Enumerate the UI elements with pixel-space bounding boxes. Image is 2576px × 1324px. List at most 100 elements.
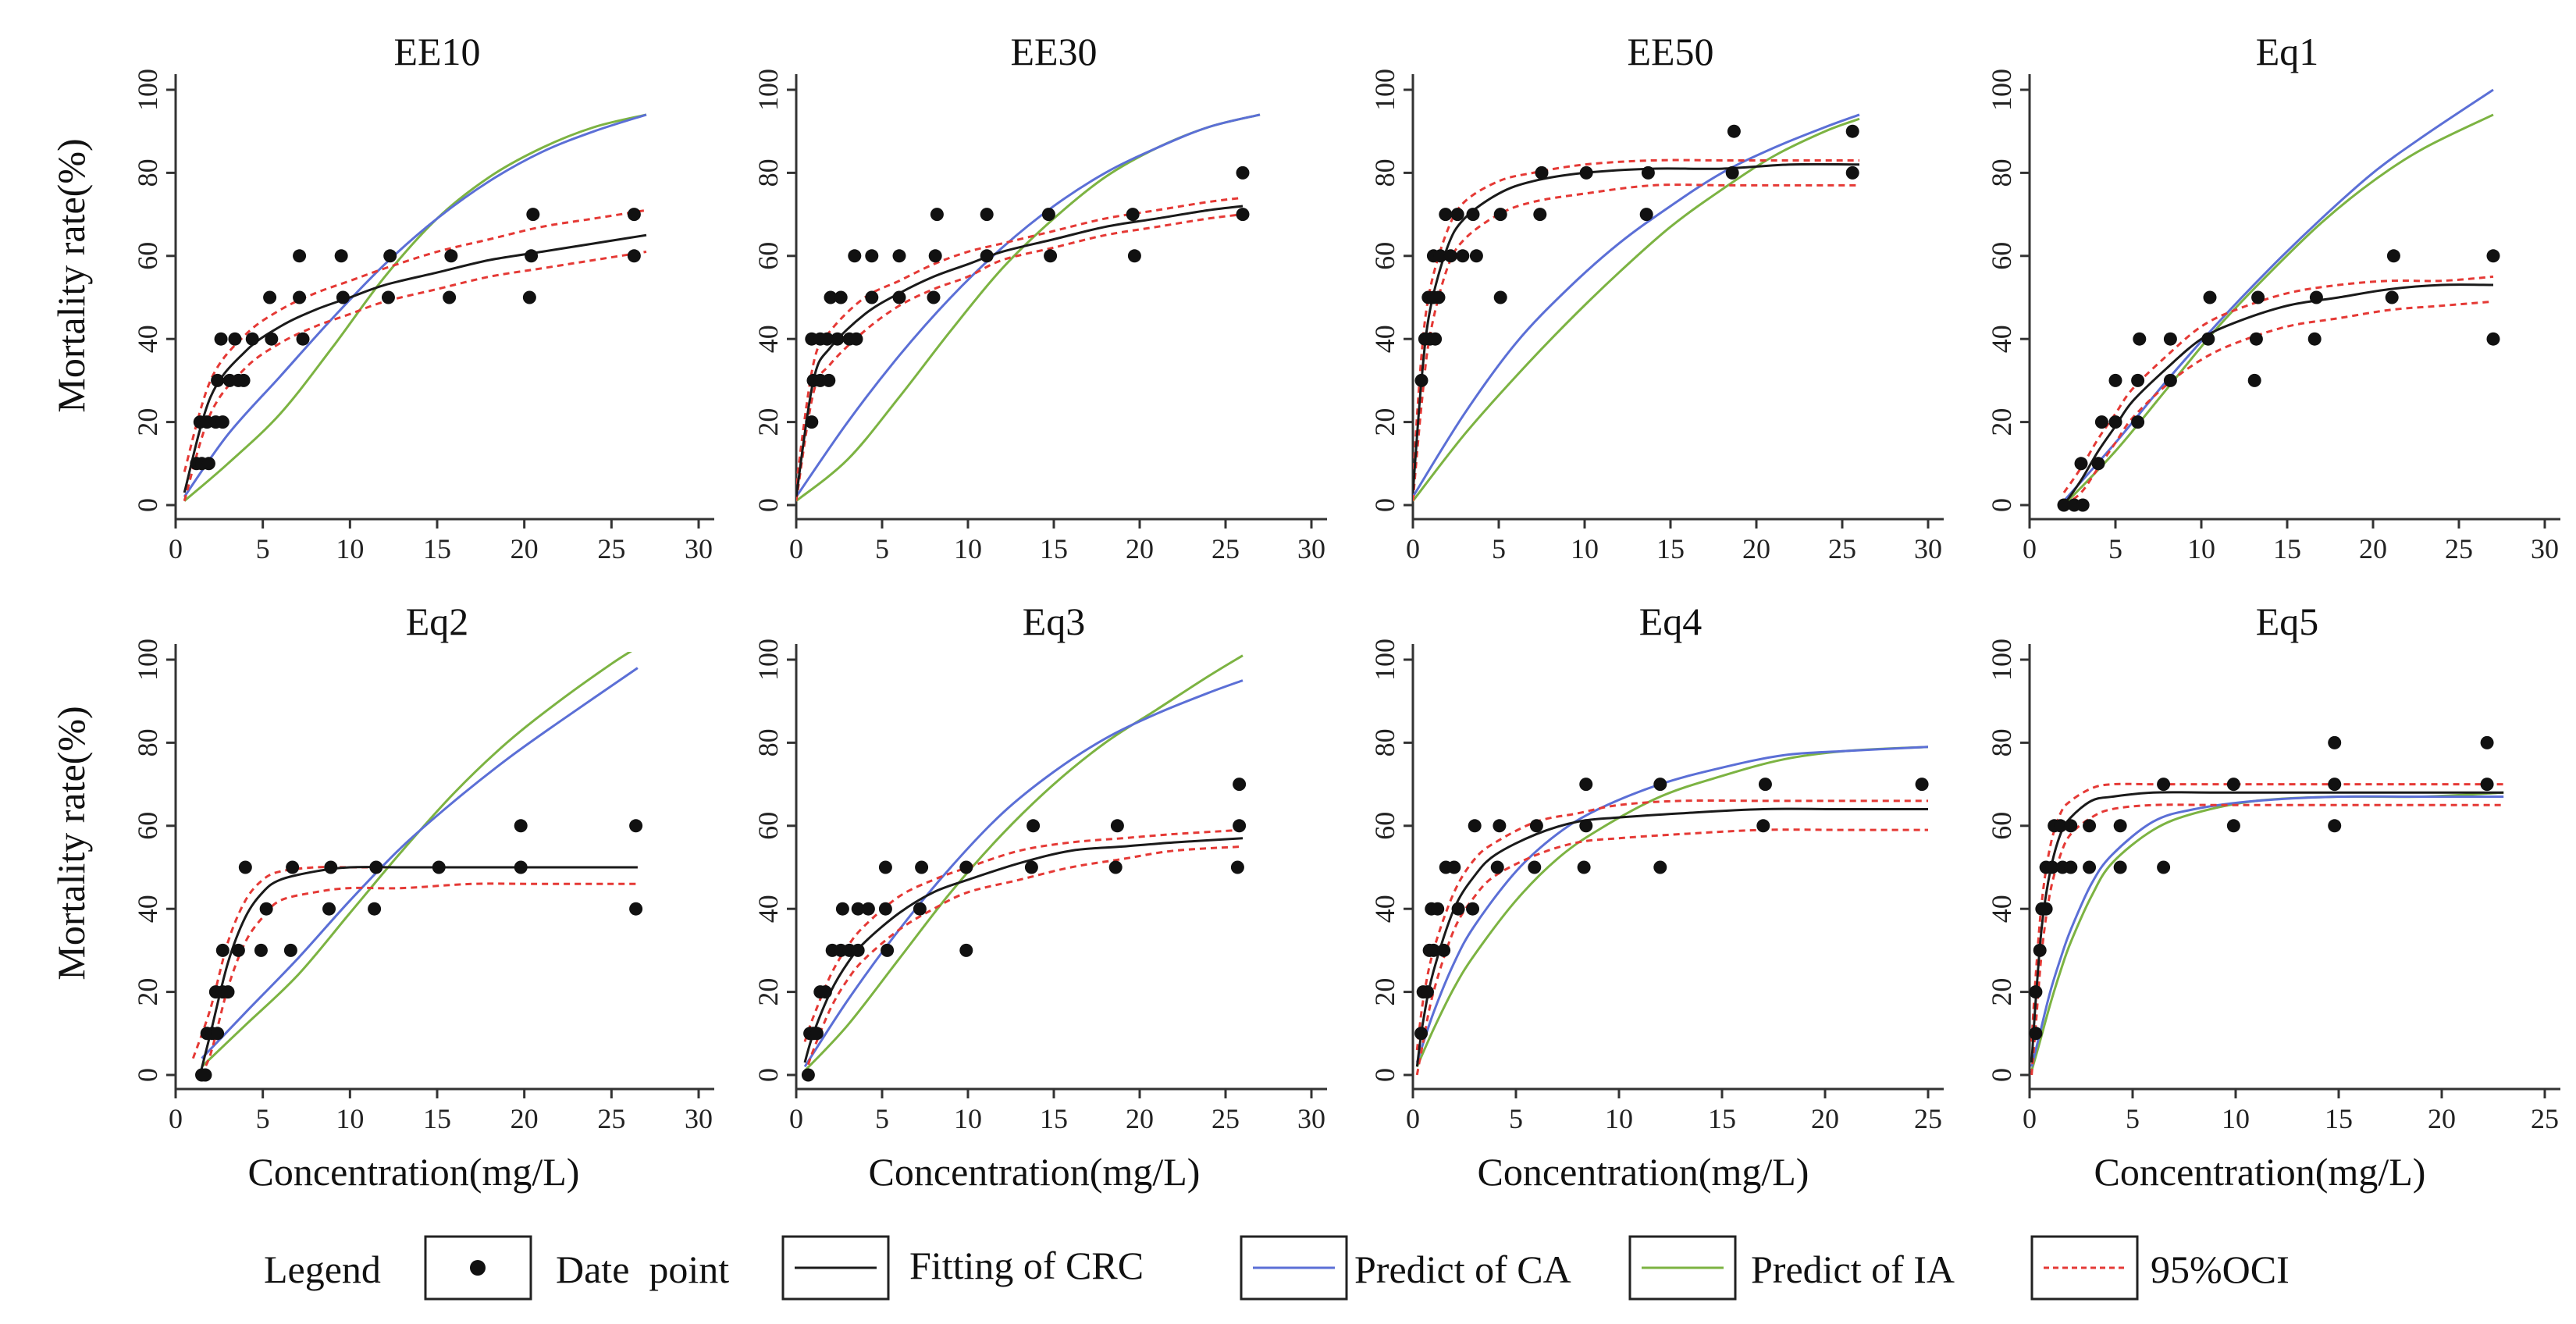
data-point bbox=[2247, 373, 2261, 387]
y-tick-label: 60 bbox=[1369, 812, 1400, 840]
x-tick-label: 0 bbox=[2023, 1103, 2037, 1134]
x-tick-label: 10 bbox=[1605, 1103, 1633, 1134]
data-point bbox=[211, 1027, 225, 1041]
data-point bbox=[1528, 860, 1542, 874]
y-tick-label: 80 bbox=[753, 728, 784, 756]
x-tick-label: 5 bbox=[875, 1103, 889, 1134]
y-tick-label: 100 bbox=[1369, 69, 1400, 111]
data-point bbox=[1529, 819, 1543, 833]
data-point bbox=[215, 415, 229, 429]
x-tick-label: 10 bbox=[954, 533, 982, 564]
legend: Legend Date point Fitting of CRC Predict… bbox=[264, 1235, 2290, 1301]
y-tick-label: 60 bbox=[1369, 242, 1400, 270]
series-oci-lower-line bbox=[1415, 828, 1928, 1076]
x-tick-label: 15 bbox=[2325, 1103, 2353, 1134]
data-point bbox=[2029, 1027, 2043, 1041]
x-tick-label: 5 bbox=[256, 1103, 270, 1134]
data-point bbox=[1468, 819, 1482, 833]
data-point bbox=[1236, 208, 1250, 222]
series-oci-upper-line bbox=[803, 828, 1244, 1042]
data-point bbox=[1639, 208, 1653, 222]
data-point bbox=[1579, 819, 1593, 833]
data-point bbox=[915, 860, 929, 874]
data-point bbox=[2480, 778, 2494, 792]
data-point bbox=[525, 249, 539, 263]
data-point bbox=[1414, 1027, 1429, 1041]
series-oci-upper-line bbox=[796, 196, 1244, 485]
legend-box-ia bbox=[1628, 1235, 1737, 1301]
legend-box-crc bbox=[781, 1235, 890, 1301]
x-tick-label: 15 bbox=[1040, 1103, 1068, 1134]
data-point bbox=[1108, 860, 1123, 874]
data-point bbox=[2091, 457, 2105, 471]
y-tick-label: 40 bbox=[1369, 895, 1400, 923]
y-tick-label: 80 bbox=[132, 728, 163, 756]
y-tick-label: 40 bbox=[132, 895, 163, 923]
y-tick-label: 0 bbox=[1369, 498, 1400, 512]
data-point bbox=[851, 943, 865, 957]
data-point bbox=[231, 373, 245, 387]
data-point bbox=[2076, 498, 2090, 512]
data-point bbox=[1414, 373, 1429, 387]
data-point bbox=[2131, 373, 2145, 387]
x-tick-label: 10 bbox=[954, 1103, 982, 1134]
data-point bbox=[831, 332, 845, 346]
x-tick-label: 0 bbox=[1406, 1103, 1420, 1134]
data-point bbox=[878, 902, 892, 916]
data-point bbox=[2163, 373, 2177, 387]
x-tick-label: 20 bbox=[2359, 533, 2387, 564]
data-point bbox=[820, 332, 834, 346]
data-point bbox=[383, 249, 397, 263]
panel-title: Eq5 bbox=[2256, 600, 2319, 643]
data-point bbox=[2157, 860, 2171, 874]
data-point bbox=[2163, 332, 2177, 346]
x-tick-label: 10 bbox=[336, 1103, 364, 1134]
x-tick-label: 5 bbox=[1492, 533, 1506, 564]
panel-title: EE30 bbox=[1010, 30, 1097, 73]
x-tick-label: 0 bbox=[789, 533, 803, 564]
series-ca-line bbox=[1415, 746, 1928, 1063]
series-ca-line bbox=[803, 679, 1244, 1068]
curves-group bbox=[1415, 746, 1928, 1076]
y-tick-label: 100 bbox=[1986, 69, 2017, 111]
data-point bbox=[293, 249, 307, 263]
y-tick-label: 40 bbox=[753, 895, 784, 923]
y-tick-label: 40 bbox=[1986, 895, 2017, 923]
y-tick-label: 80 bbox=[132, 158, 163, 187]
y-tick-label: 60 bbox=[753, 242, 784, 270]
data-point bbox=[2486, 332, 2500, 346]
x-tick-label: 20 bbox=[1742, 533, 1770, 564]
data-point bbox=[809, 1027, 824, 1041]
x-tick-label: 0 bbox=[169, 533, 183, 564]
x-tick-label: 0 bbox=[789, 1103, 803, 1134]
data-point bbox=[2108, 373, 2122, 387]
series-ca-line bbox=[2062, 88, 2494, 502]
data-point bbox=[627, 208, 641, 222]
data-point bbox=[1451, 902, 1465, 916]
data-point bbox=[1437, 943, 1451, 957]
curves-group bbox=[1413, 113, 1860, 502]
data-point bbox=[2480, 735, 2494, 749]
y-tick-label: 0 bbox=[1986, 1068, 2017, 1082]
data-point bbox=[2226, 778, 2240, 792]
data-point bbox=[2309, 290, 2323, 304]
data-point bbox=[878, 860, 892, 874]
data-point bbox=[245, 332, 259, 346]
data-point bbox=[265, 332, 279, 346]
x-tick-label: 15 bbox=[2273, 533, 2301, 564]
y-tick-label: 20 bbox=[1986, 408, 2017, 436]
data-point bbox=[1443, 249, 1457, 263]
series-ia-line bbox=[1413, 117, 1860, 502]
data-point bbox=[1447, 860, 1461, 874]
y-tick-label: 40 bbox=[1369, 325, 1400, 353]
data-point bbox=[1431, 902, 1445, 916]
data-point bbox=[514, 819, 528, 833]
series-oci-lower-line bbox=[803, 845, 1244, 1076]
panel-title: EE10 bbox=[393, 30, 480, 73]
x-tick-label: 5 bbox=[1509, 1103, 1523, 1134]
legend-label-ca: Predict of CA bbox=[1354, 1247, 1571, 1291]
series-oci-lower-line bbox=[1413, 183, 1859, 501]
series-crc-line bbox=[2030, 791, 2504, 1063]
series-ia-line bbox=[2030, 791, 2504, 1072]
